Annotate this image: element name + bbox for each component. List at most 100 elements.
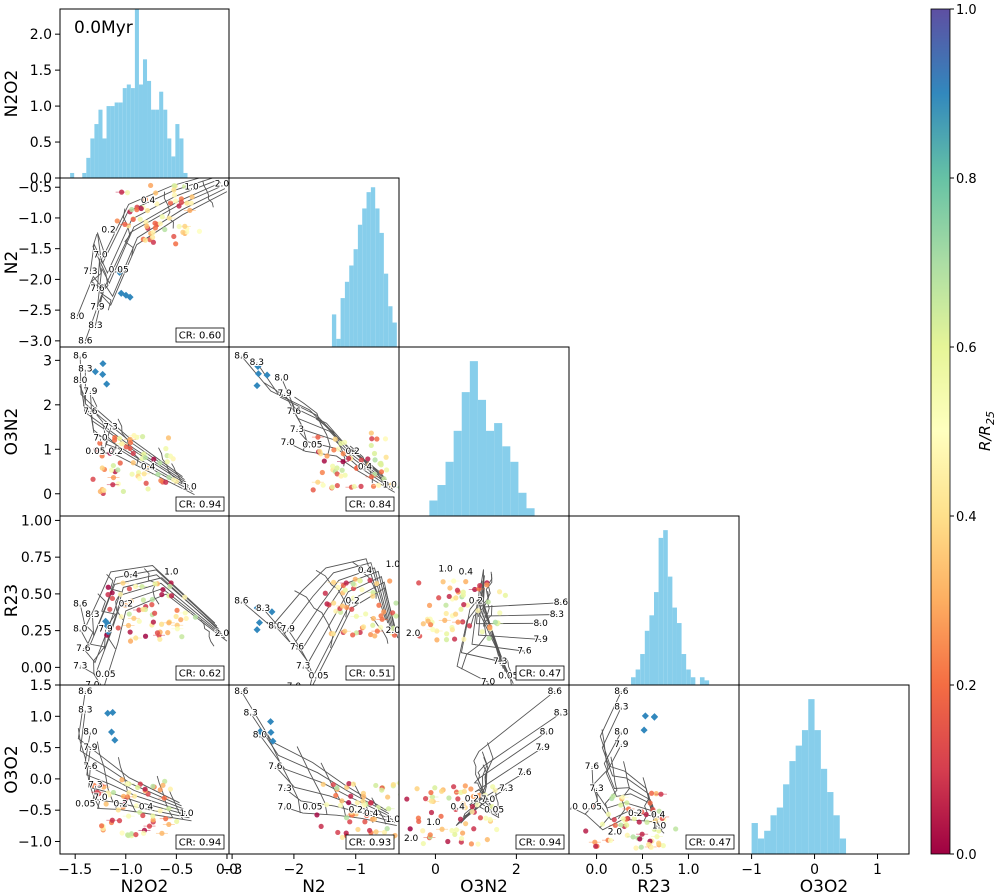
metallicity-label: 7.0 (93, 793, 108, 803)
data-point (472, 586, 478, 593)
histogram-bar (379, 232, 384, 347)
grid-line-metallicity (84, 731, 184, 810)
histogram-bars (631, 530, 710, 685)
metallicity-label: 8.6 (554, 598, 569, 608)
histogram-bar (344, 281, 350, 347)
y-axis-label: N2 (2, 251, 22, 275)
grid-line-ionization (506, 658, 512, 685)
grid-line-ionization (320, 762, 347, 818)
histogram-bar (349, 265, 354, 347)
ionization-label: 2.0 (406, 629, 421, 639)
ionization-label: 0.4 (364, 809, 379, 819)
data-point (428, 622, 434, 628)
grid-line-ionization (168, 790, 184, 820)
data-point (350, 632, 356, 638)
data-point (330, 579, 337, 585)
data-point (462, 805, 468, 811)
data-point (153, 190, 159, 196)
data-point (375, 804, 381, 811)
histogram-bar (110, 106, 115, 178)
grid-labels: 8.6 8.38.0 7.97.6 7.3 7.0 1.0 0.4 0.2 0.05 2.0 (405, 563, 569, 688)
data-point (164, 459, 170, 465)
grid-line-ionization (479, 764, 487, 807)
data-points (90, 360, 179, 497)
data-point (370, 593, 376, 599)
histogram-bar (827, 792, 834, 854)
histogram-bar (699, 677, 705, 685)
grid-line-metallicity (77, 691, 180, 804)
data-point (428, 809, 435, 816)
data-point (372, 633, 378, 639)
y-tick-label: 0.0 (30, 772, 52, 788)
grid-line-metallicity (478, 587, 541, 675)
histogram-bar (690, 677, 696, 685)
histogram-bar (644, 630, 650, 685)
data-point (390, 610, 396, 616)
colorbar-tick-label: 0.4 (956, 510, 977, 525)
data-point (638, 844, 644, 850)
metallicity-label: 8.0 (534, 619, 549, 629)
data-point (150, 783, 156, 789)
metallicity-label: 7.3 (290, 425, 304, 435)
cr-box: CR: 0.94 (515, 834, 565, 850)
data-point (124, 190, 131, 196)
ionization-label: 0.2 (108, 447, 122, 457)
metallicity-label: 7.9 (534, 635, 549, 645)
metallicity-label: 8.3 (243, 709, 257, 719)
histogram-bar (142, 59, 148, 178)
data-point (476, 792, 482, 798)
data-point (352, 576, 358, 582)
ionization-label: 0.2 (101, 226, 115, 236)
data-point (372, 457, 378, 463)
data-point (329, 484, 335, 490)
data-point (393, 600, 399, 606)
histogram-bar (676, 623, 682, 685)
data-point (174, 626, 181, 632)
histogram-bar (151, 109, 156, 178)
grid-line-ionization (200, 619, 215, 647)
grid-line-ionization (647, 801, 657, 832)
histogram-bars (751, 699, 847, 854)
data-point-outer (104, 628, 112, 636)
data-point (150, 619, 156, 625)
data-point (407, 826, 413, 832)
histogram-bar (366, 192, 371, 347)
grid-line-metallicity (105, 426, 193, 492)
grid-line-metallicity (591, 766, 661, 828)
data-point (324, 601, 330, 607)
data-point (363, 611, 369, 617)
data-point-outer (578, 618, 585, 625)
data-point-outer (641, 712, 649, 720)
data-point (171, 187, 177, 193)
y-tick-label: −0.5 (18, 180, 52, 196)
y-tick-label: −2.0 (18, 272, 52, 288)
data-point (390, 625, 396, 631)
data-point (150, 817, 156, 823)
data-point (173, 241, 179, 247)
data-point (150, 229, 156, 236)
metallicity-label: 7.0 (481, 678, 496, 688)
data-point (99, 465, 105, 471)
data-point (96, 791, 102, 797)
data-point (427, 832, 433, 838)
data-point (477, 582, 483, 589)
grid-line-ionization (263, 382, 307, 452)
histogram-bar (134, 9, 139, 178)
grid-line-ionization (96, 741, 117, 809)
data-point (349, 810, 355, 816)
grid-line-metallicity (480, 575, 557, 669)
histogram-bar (357, 224, 363, 347)
data-point (126, 813, 132, 819)
panel-frame (228, 515, 400, 686)
data-point (130, 460, 136, 466)
data-point (443, 637, 450, 643)
grid-line-metallicity (460, 598, 512, 681)
y-tick-label: −2.5 (18, 303, 52, 319)
x-tick-label: 0 (810, 862, 819, 878)
ionization-label: 0.2 (465, 794, 479, 804)
cr-box-frame (345, 834, 395, 850)
metallicity-label: 8.6 (614, 687, 629, 697)
data-point (129, 206, 135, 213)
data-point (383, 467, 390, 473)
